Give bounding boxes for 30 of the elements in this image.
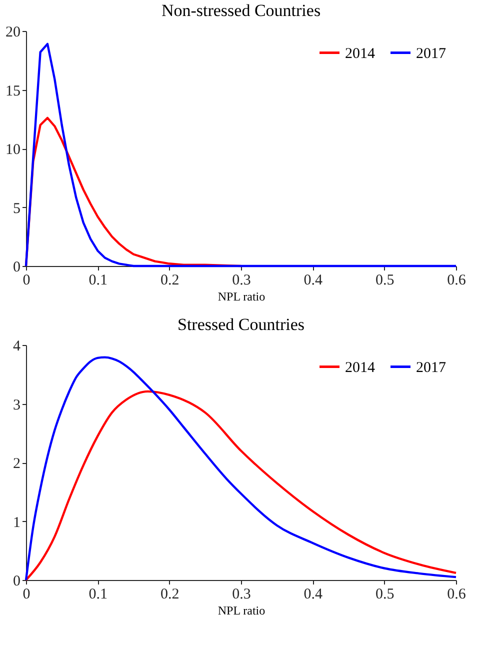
x-tick-label: 0.3 xyxy=(232,586,251,602)
x-tick-label: 0.3 xyxy=(232,272,251,288)
y-tick-label: 0 xyxy=(13,260,20,276)
x-tick-label: 0.2 xyxy=(160,272,180,288)
x-tick-label: 0.1 xyxy=(88,272,108,288)
x-tick-label: 0.6 xyxy=(447,586,466,602)
y-tick-label: 15 xyxy=(6,83,20,100)
y-tick-label: 10 xyxy=(6,142,20,158)
legend-label: 2014 xyxy=(345,360,376,376)
y-tick-label: 2 xyxy=(13,456,20,472)
x-tick-label: 0.1 xyxy=(88,586,108,602)
x-tick-label: 0.6 xyxy=(447,272,466,288)
y-tick-label: 0 xyxy=(13,574,20,590)
legend-label: 2017 xyxy=(416,360,446,376)
x-axis-title: NPL ratio xyxy=(218,604,266,618)
legend-label: 2017 xyxy=(416,46,446,62)
y-tick-label: 5 xyxy=(13,200,20,217)
x-tick-label: 0.4 xyxy=(304,272,324,288)
x-tick-label: 0.5 xyxy=(375,272,394,288)
x-axis-title: NPL ratio xyxy=(218,290,266,304)
y-tick-label: 20 xyxy=(6,24,20,40)
chart-title: Non-stressed Countries xyxy=(161,1,321,20)
x-tick-label: 0.5 xyxy=(375,586,394,602)
x-tick-label: 0.2 xyxy=(160,586,180,602)
legend-label: 2014 xyxy=(345,46,376,62)
y-tick-label: 4 xyxy=(13,338,21,354)
y-tick-label: 1 xyxy=(13,514,20,531)
y-tick-label: 3 xyxy=(13,397,20,414)
chart-title: Stressed Countries xyxy=(177,315,305,334)
x-tick-label: 0.4 xyxy=(304,586,324,602)
